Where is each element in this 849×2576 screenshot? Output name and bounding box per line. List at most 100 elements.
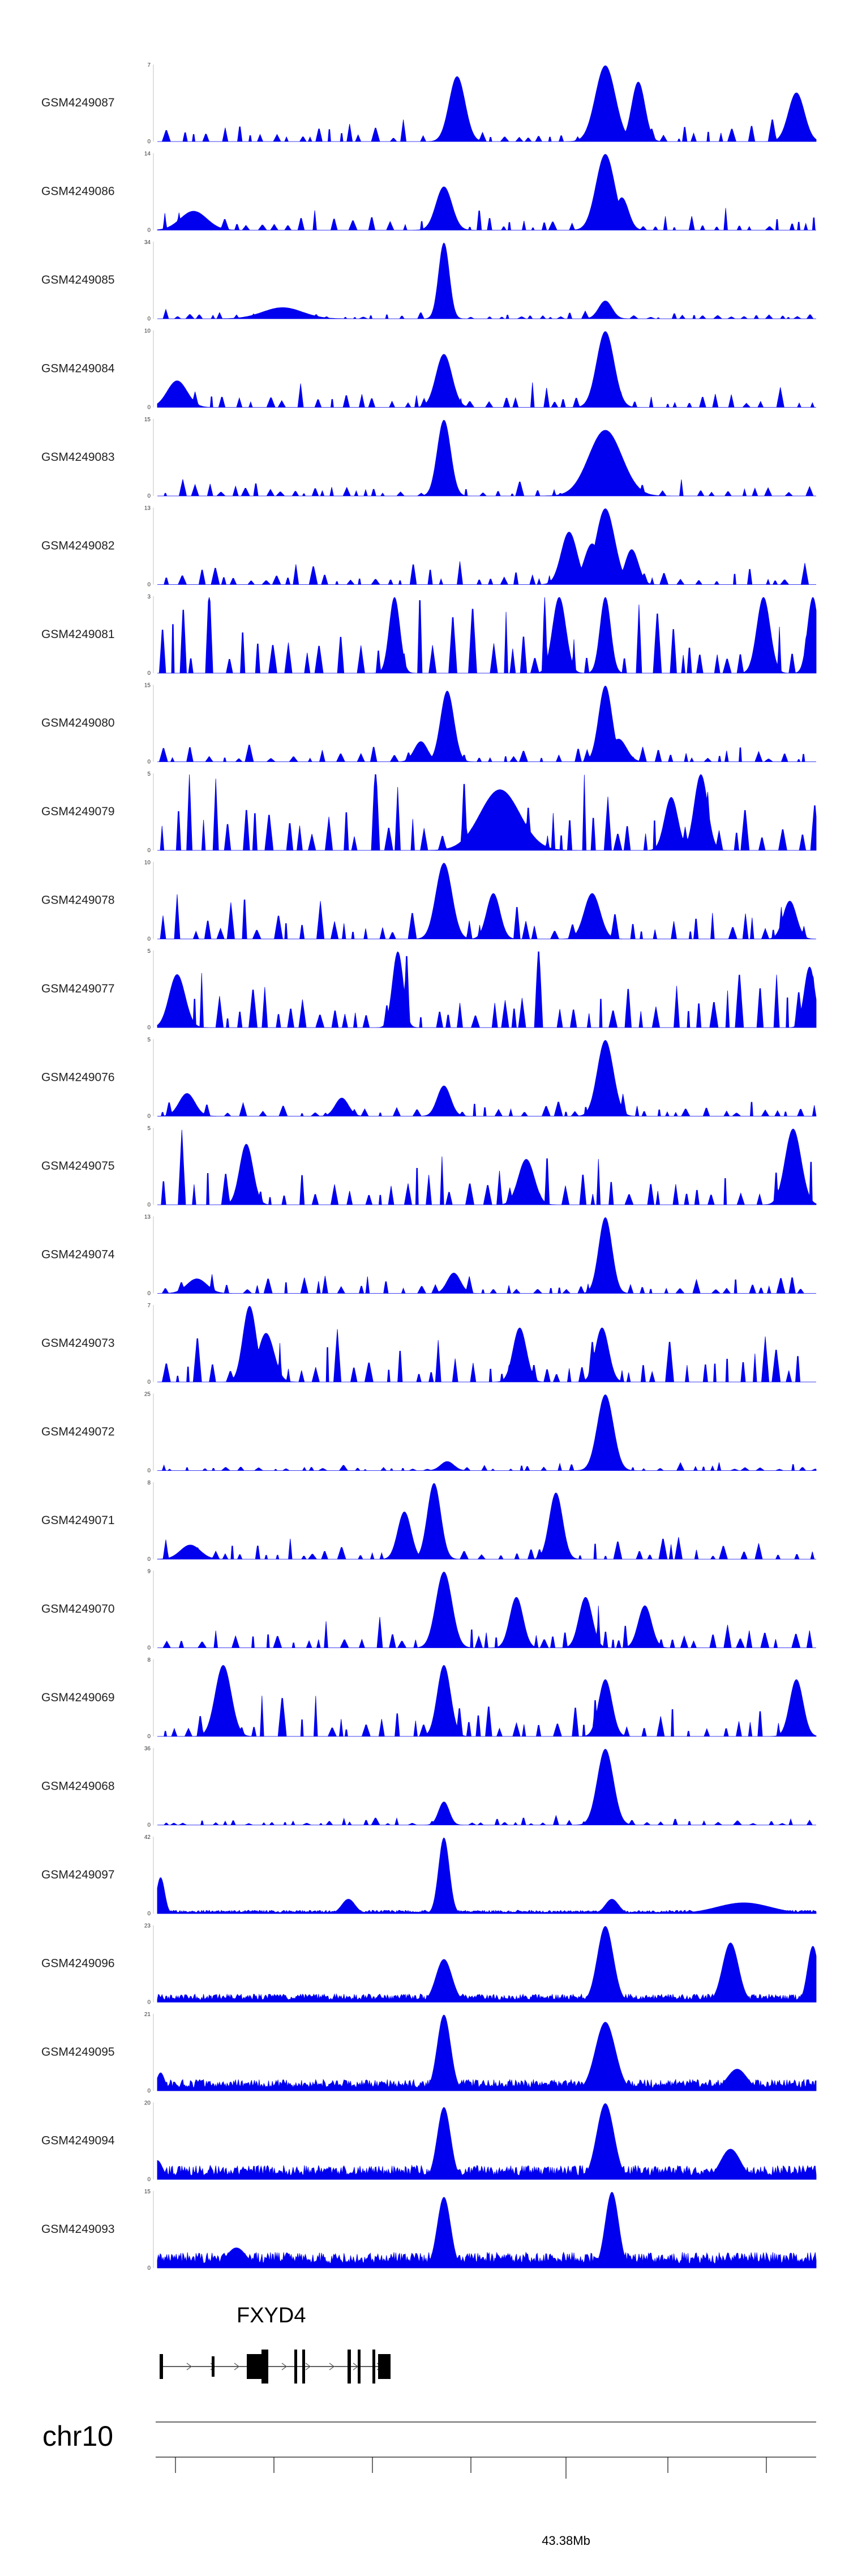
signal-area [157,242,816,319]
track-GSM4249084: GSM4249084 10 0 [41,328,816,411]
track-label: GSM4249069 [41,1691,115,1704]
track-label: GSM4249096 [41,1957,115,1970]
y-max-tick: 21 [144,2012,151,2018]
track-label: GSM4249072 [41,1426,115,1439]
track-label: GSM4249081 [41,628,115,641]
y-max-tick: 3 [147,594,151,600]
signal-area [157,1572,816,1648]
track-label: GSM4249084 [41,362,115,375]
track-label: GSM4249079 [41,805,115,818]
track-GSM4249077: GSM4249077 5 0 [41,948,817,1031]
y-min-tick: 0 [147,1114,151,1120]
y-max-tick: 15 [144,683,151,689]
signal-area [157,154,816,230]
strand-chevron [234,2363,239,2370]
track-label: GSM4249086 [41,185,115,198]
y-max-tick: 10 [144,860,151,866]
y-max-tick: 5 [147,948,151,955]
coordinate-tick-label: 43.38Mb [542,2534,590,2548]
track-label: GSM4249097 [41,1868,115,1881]
exon-block [247,2354,261,2379]
y-max-tick: 7 [147,62,151,69]
track-label: GSM4249068 [41,1780,115,1793]
track-GSM4249082: GSM4249082 13 0 [41,506,816,588]
y-min-tick: 0 [147,2265,151,2271]
strand-chevron [281,2363,287,2370]
track-GSM4249074: GSM4249074 13 0 [41,1214,816,1297]
track-GSM4249079: GSM4249079 5 0 [41,771,817,854]
y-max-tick: 8 [147,1480,151,1486]
y-min-tick: 0 [147,2177,151,2183]
signal-area [157,774,817,851]
y-min-tick: 0 [147,1025,151,1031]
track-label: GSM4249094 [41,2134,115,2147]
gene-annotation-track: FXYD4 [160,2304,391,2384]
track-label: GSM4249078 [41,894,115,907]
gene-name-label: FXYD4 [237,2304,306,2327]
y-min-tick: 0 [147,405,151,411]
y-min-tick: 0 [147,1379,151,1385]
track-GSM4249097: GSM4249097 42 0 [41,1834,817,1917]
track-GSM4249078: GSM4249078 10 0 [41,860,816,943]
track-GSM4249083: GSM4249083 15 0 [41,417,816,499]
track-label: GSM4249075 [41,1159,115,1173]
track-label: GSM4249074 [41,1248,115,1261]
track-label: GSM4249076 [41,1071,115,1084]
y-min-tick: 0 [147,1468,151,1474]
track-GSM4249095: GSM4249095 21 0 [41,2012,817,2094]
signal-area [157,1217,816,1294]
y-min-tick: 0 [147,139,151,145]
y-max-tick: 15 [144,417,151,423]
signal-area [157,2103,817,2180]
y-max-tick: 5 [147,1126,151,1132]
exon-block [212,2356,215,2377]
y-min-tick: 0 [147,1556,151,1563]
track-label: GSM4249082 [41,540,115,553]
track-label: GSM4249077 [41,982,115,995]
y-min-tick: 0 [147,1822,151,1829]
genomic-scale-track: chr10 43.38Mb [42,2420,816,2548]
signal-area [157,65,817,142]
y-max-tick: 14 [144,151,151,157]
y-min-tick: 0 [147,2088,151,2094]
strand-chevron [186,2363,192,2370]
signal-area [157,686,816,762]
y-max-tick: 42 [144,1834,151,1841]
y-min-tick: 0 [147,1734,151,1740]
exon-block [261,2350,268,2384]
signal-area [157,331,816,408]
y-min-tick: 0 [147,316,151,322]
exon-block [378,2354,391,2379]
signal-area [157,2014,817,2091]
signal-area [157,1749,816,1825]
strand-chevron [329,2363,335,2370]
y-min-tick: 0 [147,848,151,854]
exon-block [302,2350,305,2384]
track-GSM4249096: GSM4249096 23 0 [41,1923,817,2006]
y-min-tick: 0 [147,493,151,499]
track-GSM4249069: GSM4249069 8 0 [41,1657,817,1740]
y-min-tick: 0 [147,1202,151,1208]
track-GSM4249072: GSM4249072 25 0 [41,1392,817,1474]
track-GSM4249070: GSM4249070 9 0 [41,1569,816,1651]
exon-block [294,2350,297,2384]
y-min-tick: 0 [147,936,151,943]
track-GSM4249085: GSM4249085 34 0 [41,239,816,322]
track-label: GSM4249085 [41,273,115,286]
track-label: GSM4249083 [41,451,115,464]
track-label: GSM4249095 [41,2046,115,2059]
y-max-tick: 13 [144,1214,151,1221]
track-GSM4249075: GSM4249075 5 0 [41,1126,817,1208]
y-max-tick: 25 [144,1392,151,1398]
track-label: GSM4249087 [41,96,115,109]
y-max-tick: 5 [147,771,151,777]
y-min-tick: 0 [147,228,151,234]
gene-model-FXYD4 [160,2350,391,2384]
y-max-tick: 5 [147,1037,151,1043]
y-max-tick: 8 [147,1657,151,1663]
y-max-tick: 9 [147,1569,151,1575]
track-GSM4249087: GSM4249087 7 0 [41,62,817,145]
exon-block [348,2350,351,2384]
signal-area [157,508,816,585]
signal-area [157,420,816,497]
